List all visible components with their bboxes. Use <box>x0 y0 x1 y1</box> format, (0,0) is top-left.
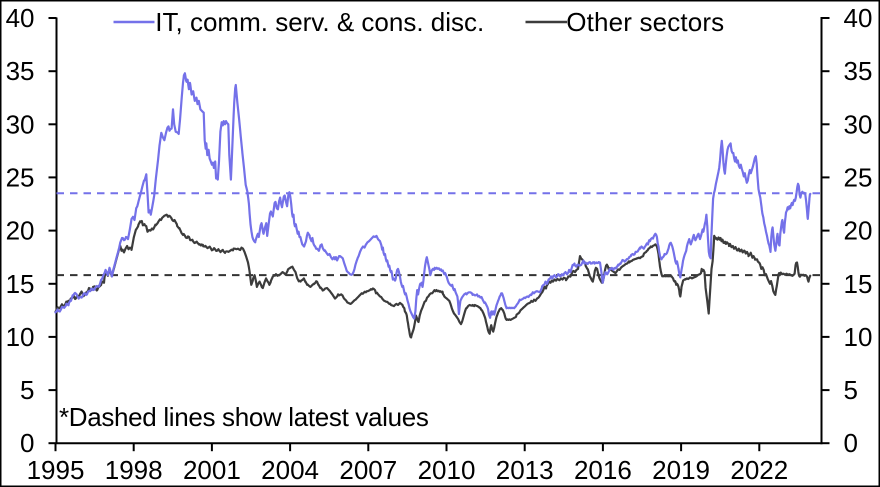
svg-text:40: 40 <box>844 3 873 33</box>
svg-text:1998: 1998 <box>105 455 163 485</box>
svg-text:5: 5 <box>20 375 34 405</box>
svg-text:Other sectors: Other sectors <box>566 7 724 37</box>
svg-text:25: 25 <box>844 162 873 192</box>
svg-text:20: 20 <box>6 216 35 246</box>
svg-text:0: 0 <box>20 428 34 458</box>
svg-text:2022: 2022 <box>730 455 788 485</box>
svg-text:2019: 2019 <box>652 455 710 485</box>
svg-text:20: 20 <box>844 216 873 246</box>
svg-text:10: 10 <box>844 322 873 352</box>
svg-text:IT, comm. serv. & cons. disc.: IT, comm. serv. & cons. disc. <box>155 7 484 37</box>
svg-text:2010: 2010 <box>418 455 476 485</box>
svg-text:2013: 2013 <box>496 455 554 485</box>
svg-text:2004: 2004 <box>261 455 319 485</box>
svg-text:*Dashed lines show latest valu: *Dashed lines show latest values <box>59 402 429 432</box>
svg-text:35: 35 <box>6 56 35 86</box>
svg-text:25: 25 <box>6 162 35 192</box>
svg-text:30: 30 <box>6 109 35 139</box>
svg-text:30: 30 <box>844 109 873 139</box>
svg-text:15: 15 <box>844 269 873 299</box>
svg-text:35: 35 <box>844 56 873 86</box>
svg-text:2007: 2007 <box>339 455 397 485</box>
svg-text:2016: 2016 <box>574 455 632 485</box>
svg-text:10: 10 <box>6 322 35 352</box>
svg-text:5: 5 <box>844 375 858 405</box>
svg-text:1995: 1995 <box>27 455 85 485</box>
svg-text:2001: 2001 <box>183 455 241 485</box>
svg-text:40: 40 <box>6 3 35 33</box>
svg-text:0: 0 <box>844 428 858 458</box>
svg-text:15: 15 <box>6 269 35 299</box>
